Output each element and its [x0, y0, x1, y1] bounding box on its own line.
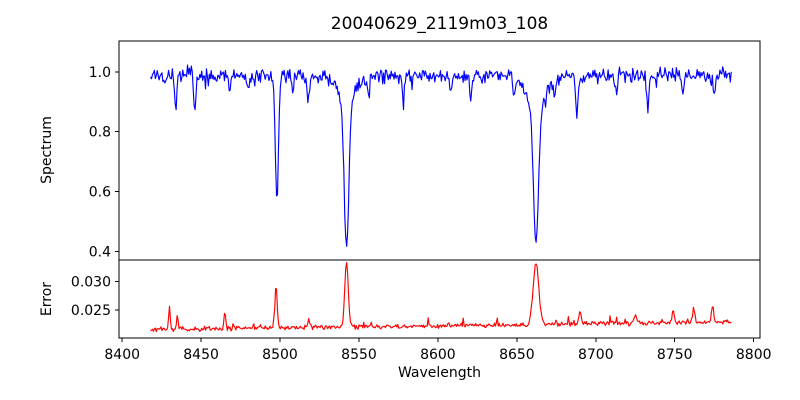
x-tick-label: 8700 — [578, 347, 614, 363]
plot-title: 20040629_2119m03_108 — [330, 14, 549, 34]
spectrum-curve — [150, 64, 732, 247]
x-tick-label: 8450 — [183, 347, 219, 363]
error-curve — [150, 261, 732, 333]
error-y-tick-label: 0.025 — [71, 303, 111, 319]
spectrum-y-tick-label: 0.4 — [89, 244, 111, 260]
x-tick-label: 8600 — [420, 347, 456, 363]
x-tick-label: 8650 — [499, 347, 535, 363]
error-y-axis-label: Error — [39, 281, 55, 317]
error-y-tick-label: 0.030 — [71, 275, 111, 291]
spectrum-y-axis-label: Spectrum — [39, 116, 55, 184]
x-tick-label: 8500 — [262, 347, 298, 363]
x-tick-label: 8750 — [657, 347, 693, 363]
x-tick-label: 8400 — [104, 347, 140, 363]
x-tick-label: 8800 — [736, 347, 772, 363]
x-axis-label: Wavelength — [397, 365, 482, 381]
x-tick-label: 8550 — [341, 347, 377, 363]
spectrum-y-tick-label: 0.8 — [89, 125, 111, 141]
spectrum-y-tick-label: 0.6 — [89, 185, 111, 201]
error-panel-box — [118, 259, 761, 339]
spectrum-y-tick-label: 1.0 — [89, 65, 111, 81]
